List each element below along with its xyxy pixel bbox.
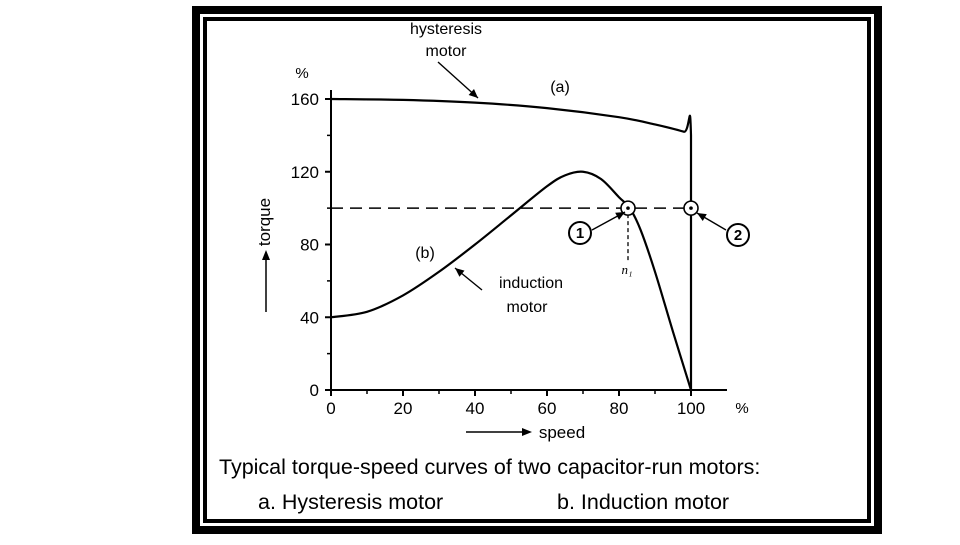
hysteresis-curve bbox=[330, 97, 693, 390]
induction-label-line1: induction bbox=[499, 275, 563, 292]
x-tick-label: 100 bbox=[677, 399, 705, 418]
y-tick-label: 40 bbox=[300, 308, 319, 327]
y-tick-label: 160 bbox=[291, 90, 319, 109]
caption-title: Typical torque-speed curves of two capac… bbox=[219, 455, 761, 479]
x-tick-label: 40 bbox=[466, 399, 485, 418]
induction-leader-arrow-head bbox=[455, 268, 465, 277]
induction-label-line2: motor bbox=[507, 299, 549, 316]
x-tick-label: 0 bbox=[326, 399, 335, 418]
inner-frame bbox=[203, 17, 871, 523]
x-axis-label: speed bbox=[539, 423, 585, 442]
series-tag-a: (a) bbox=[550, 79, 570, 96]
series-tag-b: (b) bbox=[415, 245, 435, 262]
y-direction-arrowhead bbox=[262, 250, 270, 260]
caption-item-b: b. Induction motor bbox=[557, 490, 730, 514]
point1-badge bbox=[568, 221, 592, 245]
x-tick-label: 80 bbox=[610, 399, 629, 418]
slip-marker-label: n₁ bbox=[621, 262, 632, 277]
operating-point-dot-2 bbox=[689, 206, 693, 210]
y-tick-label: 80 bbox=[300, 236, 319, 255]
y-axis-label: torque bbox=[255, 198, 274, 246]
operating-point-dot-1 bbox=[626, 206, 630, 210]
point1-label: 1 bbox=[576, 225, 584, 242]
hysteresis-label-line1: hysteresis bbox=[410, 21, 482, 38]
y-unit-label: % bbox=[295, 65, 308, 82]
x-tick-label: 60 bbox=[538, 399, 557, 418]
x-unit-label: % bbox=[735, 400, 748, 417]
x-direction-arrowhead bbox=[522, 428, 532, 436]
frame-gap bbox=[200, 14, 874, 526]
induction-curve bbox=[330, 170, 693, 391]
point2-leader-arrow-head bbox=[697, 213, 707, 222]
y-tick-label: 120 bbox=[291, 163, 319, 182]
point1-leader-arrow-head bbox=[615, 212, 625, 220]
point2-label: 2 bbox=[734, 227, 742, 244]
y-tick-label: 0 bbox=[310, 381, 319, 400]
hysteresis-leader-arrow-head bbox=[468, 89, 478, 98]
hysteresis-label-line2: motor bbox=[426, 43, 468, 60]
x-tick-label: 20 bbox=[394, 399, 413, 418]
point2-badge bbox=[726, 223, 750, 247]
caption-item-a: a. Hysteresis motor bbox=[258, 490, 444, 514]
